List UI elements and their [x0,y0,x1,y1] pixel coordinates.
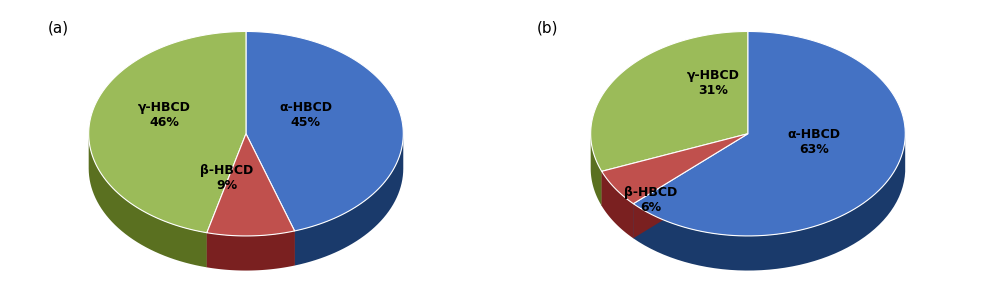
Polygon shape [633,134,747,238]
Polygon shape [633,134,747,238]
Polygon shape [633,31,905,236]
Polygon shape [246,31,403,231]
Polygon shape [246,134,294,266]
Polygon shape [601,171,633,238]
Text: β-HBCD
9%: β-HBCD 9% [201,164,254,192]
Polygon shape [601,134,747,206]
Text: γ-HBCD
31%: γ-HBCD 31% [686,69,739,97]
Text: α-HBCD
63%: α-HBCD 63% [786,127,840,156]
Polygon shape [590,31,747,171]
Polygon shape [601,134,747,204]
Polygon shape [601,134,747,206]
Polygon shape [294,134,403,266]
Text: α-HBCD
45%: α-HBCD 45% [279,101,332,129]
Polygon shape [207,134,294,236]
Polygon shape [246,134,294,266]
Polygon shape [88,31,246,233]
Text: γ-HBCD
46%: γ-HBCD 46% [137,101,191,129]
Text: (b): (b) [536,20,558,36]
Polygon shape [207,134,246,267]
Polygon shape [633,137,905,271]
Text: β-HBCD
6%: β-HBCD 6% [623,186,676,214]
Polygon shape [88,134,207,267]
Text: (a): (a) [48,20,69,36]
Polygon shape [207,231,294,271]
Polygon shape [207,134,246,267]
Polygon shape [590,134,601,206]
